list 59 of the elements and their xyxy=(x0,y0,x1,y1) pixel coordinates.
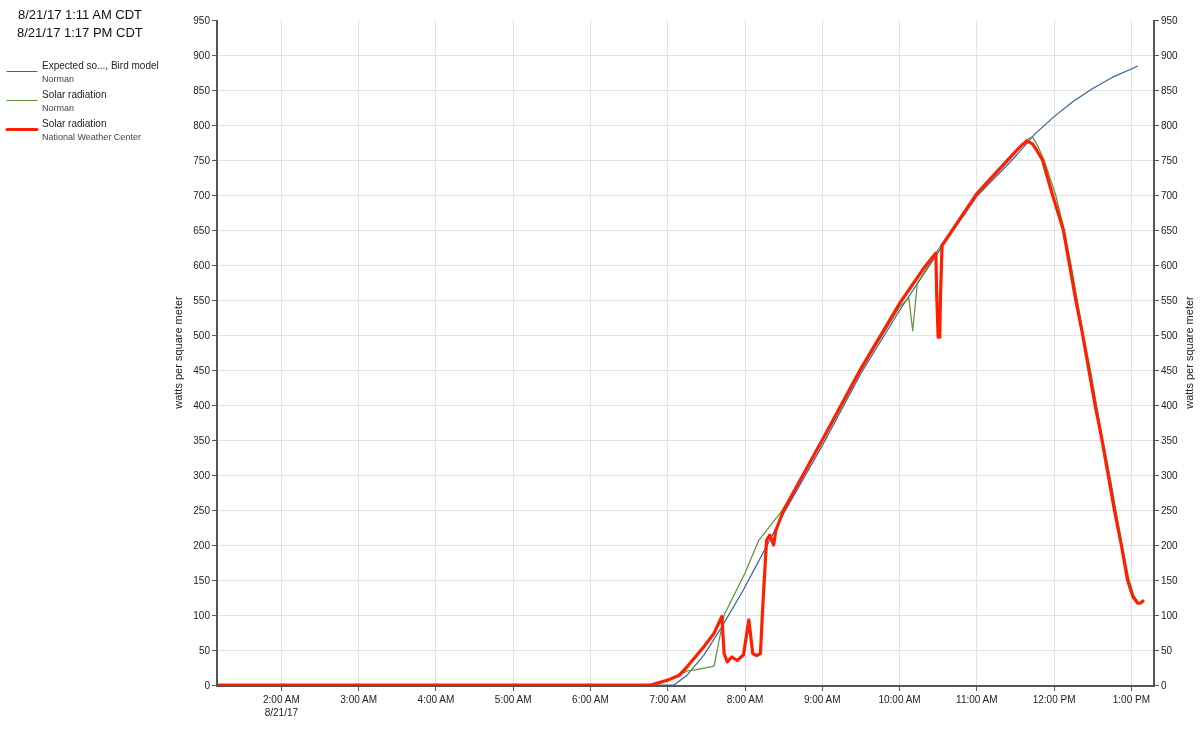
y2-tick-label: 350 xyxy=(1161,434,1179,446)
y2-tick-label: 900 xyxy=(1161,49,1179,61)
y2-tick-label: 550 xyxy=(1161,294,1179,306)
y-tick-label: 300 xyxy=(193,469,211,481)
y-tick-label: 700 xyxy=(193,189,211,201)
x-tick-label: 3:00 AM xyxy=(340,694,377,705)
y2-tick-label: 450 xyxy=(1161,364,1179,376)
y-tick-label: 150 xyxy=(193,574,211,586)
y2-tick-label: 650 xyxy=(1161,224,1179,236)
x-tick-label: 12:00 PM xyxy=(1032,694,1076,705)
text: 8/21/17 1:11 AM CDT xyxy=(18,7,143,22)
y2-tick-label: 150 xyxy=(1161,574,1179,586)
y2-tick-label: 100 xyxy=(1161,609,1179,621)
y-tick-label: 900 xyxy=(193,49,211,61)
y-tick-label: 50 xyxy=(198,644,211,656)
y-tick-label: 500 xyxy=(193,329,211,341)
y2-tick-label: 500 xyxy=(1161,329,1179,341)
text: 8/21/17 1:17 PM CDT xyxy=(17,25,143,40)
y2-tick-label: 200 xyxy=(1161,539,1179,551)
y2-tick-label: 250 xyxy=(1161,504,1179,516)
x-tick-label: 4:00 AM xyxy=(417,694,455,705)
y-axis-title: watts per square meter xyxy=(172,295,185,410)
legend-label: Solar radiation National Weather Center xyxy=(42,117,141,142)
x-tick-label: 6:00 AM xyxy=(572,694,609,705)
y2-tick-label: 0 xyxy=(1161,679,1167,691)
y2-tick-label: 700 xyxy=(1161,189,1179,201)
y2-tick-label: 950 xyxy=(1161,14,1179,26)
y-tick-label: 400 xyxy=(193,399,211,411)
y2-axis-title: watts per square meter xyxy=(1182,295,1195,410)
y2-tick-label: 50 xyxy=(1161,644,1173,656)
legend-label: Expected so..., Bird model Norman xyxy=(42,59,159,84)
y-tick-label: 750 xyxy=(193,154,211,166)
x-tick-label: 9:00 AM xyxy=(803,694,841,705)
x-tick-label: 8:00 AM xyxy=(726,694,764,705)
y-tick-label: 250 xyxy=(193,504,211,516)
y2-tick-label: 800 xyxy=(1161,119,1179,131)
y-tick-label: 450 xyxy=(193,364,211,376)
y-tick-label: 350 xyxy=(193,434,211,446)
y-tick-label: 800 xyxy=(193,119,211,131)
y-tick-label: 950 xyxy=(193,14,211,26)
y-tick-label: 650 xyxy=(193,224,211,236)
y-tick-label: 0 xyxy=(204,679,211,691)
x-tick-label: 7:00 AM xyxy=(649,694,687,705)
x-tick-label: 5:00 AM xyxy=(494,694,532,705)
x-tick-label: 10:00 AM xyxy=(878,694,921,705)
y-tick-label: 850 xyxy=(193,84,211,96)
legend-label: Solar radiation Norman xyxy=(42,88,107,113)
y-tick-label: 600 xyxy=(193,259,211,271)
y2-tick-label: 300 xyxy=(1161,469,1179,481)
y-tick-label: 100 xyxy=(193,609,211,621)
y2-tick-label: 850 xyxy=(1161,84,1179,96)
y-tick-label: 550 xyxy=(193,294,211,306)
x-tick-label: 2:00 AM 8/21/17 xyxy=(263,694,300,718)
y2-tick-label: 600 xyxy=(1161,259,1179,271)
x-tick-label: 1:00 PM xyxy=(1112,694,1150,705)
y2-tick-label: 750 xyxy=(1161,154,1179,166)
y-tick-label: 200 xyxy=(193,539,211,551)
y2-tick-label: 400 xyxy=(1161,399,1179,411)
x-tick-label: 11:00 AM xyxy=(956,694,998,705)
